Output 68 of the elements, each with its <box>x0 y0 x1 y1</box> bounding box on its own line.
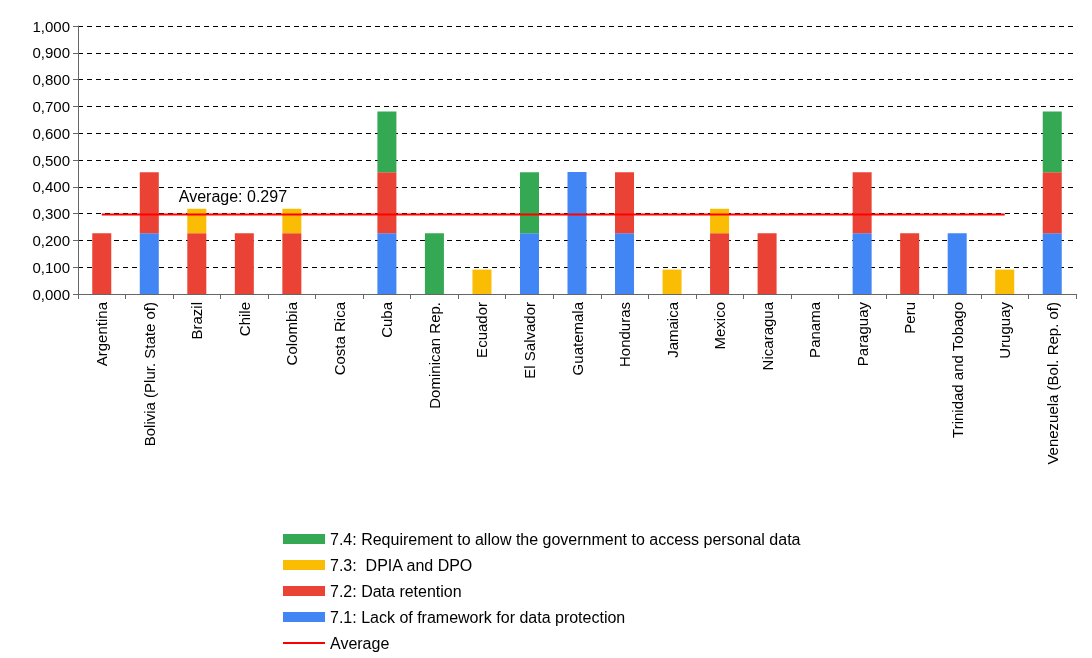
y-tick-label: 0,900 <box>32 44 70 62</box>
bar <box>852 233 872 294</box>
y-tick-label: 0,500 <box>32 151 70 169</box>
y-tick-label: 0,400 <box>32 178 70 196</box>
x-tick-label: Bolivia (Plur. State of) <box>140 302 158 447</box>
x-tick-label: Mexico <box>711 302 729 350</box>
bar <box>1042 111 1062 173</box>
annotation: Average: 0.297 <box>178 187 288 205</box>
y-tick-label: 0,600 <box>32 124 70 142</box>
bar <box>377 233 397 294</box>
y-tick-label: 0,800 <box>32 71 70 89</box>
bar <box>1042 233 1062 294</box>
x-tick-label: Costa Rica <box>330 301 348 376</box>
y-tick-label: 1,000 <box>32 17 70 35</box>
x-tick-label: Panama <box>806 301 824 358</box>
x-tick-label: Colombia <box>283 301 301 366</box>
bar <box>187 233 207 294</box>
bar <box>282 233 302 294</box>
x-tick-label: Trinidad and Tobago <box>948 302 966 438</box>
legend-label: 7.2: Data retention <box>330 582 462 600</box>
x-tick-label: El Salvador <box>520 302 538 379</box>
bar <box>852 172 872 234</box>
legend-label: 7.3: DPIA and DPO <box>330 556 473 574</box>
bar <box>710 208 730 234</box>
y-tick-label: 0,000 <box>32 285 70 303</box>
x-tick-label: Brazil <box>188 302 206 340</box>
bar <box>1042 172 1062 234</box>
bar <box>187 208 207 234</box>
bar <box>139 233 159 294</box>
y-tick-label: 0,300 <box>32 205 70 223</box>
bar <box>424 233 444 294</box>
bar <box>615 172 635 234</box>
bar <box>900 233 920 294</box>
bar <box>710 233 730 294</box>
y-tick-label: 0,100 <box>32 258 70 276</box>
x-tick-label: Ecuador <box>473 302 491 358</box>
bar <box>377 172 397 234</box>
x-tick-label: Nicaragua <box>758 301 776 371</box>
x-tick-label: Chile <box>235 302 253 337</box>
x-tick-label: Guatemala <box>568 301 586 376</box>
y-tick-label: 0,200 <box>32 231 70 249</box>
bar <box>282 208 302 234</box>
bar <box>519 233 539 294</box>
x-tick-label: Honduras <box>616 302 634 368</box>
x-tick-label: Cuba <box>378 301 396 338</box>
bar <box>472 269 492 294</box>
bar <box>662 269 682 294</box>
bar <box>995 269 1015 294</box>
x-tick-label: Paraguay <box>853 301 871 367</box>
bar <box>234 233 254 294</box>
legend-label: Average <box>330 634 390 652</box>
bar <box>519 172 539 234</box>
x-tick-label: Venezuela (Bol. Rep. of) <box>1043 302 1061 465</box>
bar <box>757 233 777 294</box>
bar <box>615 233 635 294</box>
bar <box>92 233 112 294</box>
x-tick-label: Jamaica <box>663 301 681 358</box>
x-tick-label: Peru <box>901 302 919 334</box>
bar <box>377 111 397 173</box>
x-tick-label: Argentina <box>93 301 111 367</box>
x-tick-label: Dominican Rep. <box>425 302 443 409</box>
x-tick-label: Uruguay <box>996 301 1014 359</box>
legend-label: 7.1: Lack of framework for data protection <box>330 608 626 626</box>
bar <box>139 172 159 234</box>
bar <box>947 233 967 294</box>
bar <box>567 172 587 294</box>
legend-label: 7.4: Requirement to allow the government to access personal data <box>330 530 801 548</box>
y-tick-label: 0,700 <box>32 97 70 115</box>
